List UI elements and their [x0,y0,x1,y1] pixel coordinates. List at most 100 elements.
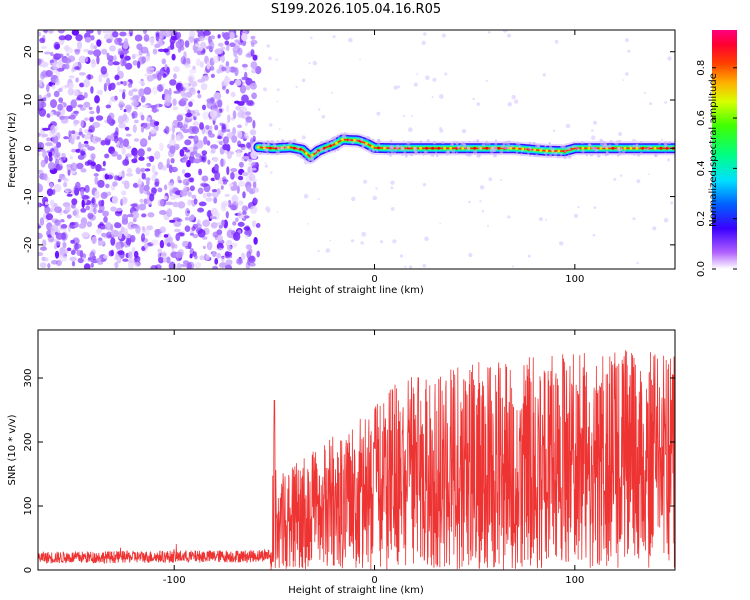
y-tick-label: 200 [23,432,34,451]
noise-speckle [79,82,85,88]
noise-speckle [76,40,83,50]
noise-speckle [439,128,444,133]
noise-speckle [618,132,623,136]
noise-speckle [110,206,117,212]
noise-speckle [212,55,220,64]
noise-speckle [201,156,206,161]
noise-speckle [441,33,446,38]
noise-speckle [85,205,91,211]
ridge-scatter [581,149,585,153]
noise-speckle [115,241,121,250]
noise-speckle [206,241,213,251]
noise-speckle [131,100,139,107]
ridge-scatter [324,148,328,153]
noise-speckle [114,37,121,45]
noise-speckle [163,48,169,53]
noise-speckle [404,265,407,268]
noise-speckle [170,158,175,164]
noise-speckle [179,149,185,157]
ridge-scatter [405,144,408,147]
ridge-scatter [620,145,623,148]
noise-speckle [86,30,94,34]
ridge-fleck [665,146,669,150]
ridge-scatter [451,143,454,145]
noise-speckle [102,254,109,259]
noise-speckle [255,223,261,228]
noise-speckle [132,124,137,133]
noise-speckle [122,80,127,86]
noise-speckle [166,242,171,247]
noise-speckle [238,180,246,187]
noise-speckle [118,42,124,46]
noise-speckle [55,77,60,86]
noise-speckle [593,206,597,210]
noise-speckle [146,117,151,122]
noise-speckle [249,82,257,90]
noise-speckle [66,105,73,112]
noise-speckle [250,49,255,57]
snr-x-ticks: -100 0 100 [163,330,584,586]
noise-speckle [141,213,147,218]
noise-speckle [110,150,118,157]
noise-speckle [50,148,55,152]
ridge-fleck [473,146,477,150]
noise-speckle [50,99,57,109]
noise-speckle [194,254,198,260]
ridge-fleck [335,141,338,145]
noise-speckle [40,159,46,168]
noise-speckle [93,49,102,57]
ridge-scatter [306,145,309,148]
noise-speckle [171,53,176,61]
noise-speckle [246,185,252,192]
noise-speckle [331,91,334,94]
noise-speckle [146,147,152,152]
noise-speckle [51,84,56,90]
noise-speckle [90,59,97,68]
ridge-scatter [516,142,520,146]
noise-speckle [196,139,204,149]
noise-speckle [48,155,53,162]
noise-speckle [199,122,204,130]
noise-speckle [182,178,190,186]
x-tick-label: -100 [163,274,186,285]
ridge-scatter [267,141,270,144]
noise-speckle [229,183,234,187]
noise-speckle [128,90,134,97]
noise-speckle [138,88,145,97]
noise-speckle [573,213,579,218]
ridge-scatter [515,151,519,154]
noise-speckle [411,115,414,118]
ridge-scatter [329,148,332,151]
noise-speckle [102,160,106,167]
noise-speckle [140,126,145,133]
noise-speckle [69,134,75,144]
ridge-fleck [425,146,428,150]
ridge-scatter [492,148,496,153]
noise-speckle [233,59,239,64]
spectrogram-x-ticks: -100 0 100 [163,30,584,285]
noise-speckle [70,162,78,172]
x-tick-label: -100 [163,575,186,586]
noise-speckle [117,250,125,255]
noise-speckle [71,198,78,206]
noise-speckle [592,233,596,237]
noise-speckle [89,116,94,123]
noise-speckle [136,43,143,50]
noise-speckle [87,212,94,219]
ridge-scatter [316,153,320,157]
noise-speckle [220,205,227,212]
noise-speckle [90,35,95,41]
noise-speckle [233,231,241,241]
noise-speckle [57,53,64,58]
noise-speckle [200,41,207,49]
noise-speckle [104,222,112,231]
noise-speckle [46,137,51,142]
ridge-fleck [449,146,452,150]
noise-speckle [121,190,127,196]
noise-speckle [71,148,77,153]
ridge-scatter [567,154,571,158]
noise-speckle [232,242,238,248]
noise-speckle [202,245,206,250]
y-tick-label: 300 [23,368,34,387]
noise-speckle [122,258,129,262]
